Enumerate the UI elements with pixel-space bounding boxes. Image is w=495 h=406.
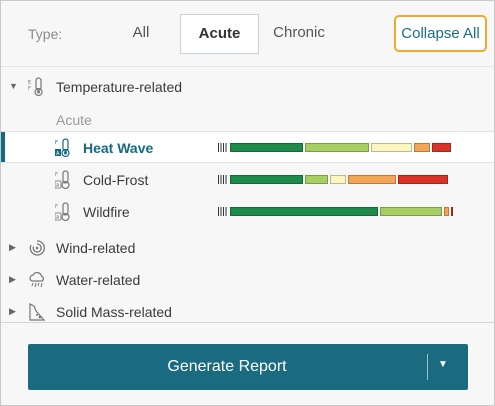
caret-right-icon[interactable]: ▶ xyxy=(9,242,16,252)
landslide-icon xyxy=(29,303,46,321)
svg-text:F: F xyxy=(55,204,58,210)
type-label: Type: xyxy=(28,26,63,42)
hazard-row-wildfire[interactable]: F A Wildfire xyxy=(1,196,494,228)
hazard-row-heat-wave[interactable]: F A Heat Wave xyxy=(1,131,494,163)
bar-ticks xyxy=(218,207,228,216)
hazard-label: Cold-Frost xyxy=(83,172,149,188)
bar-segment xyxy=(348,175,396,184)
type-filter-header: Type: All Acute Chronic Collapse All xyxy=(1,1,494,66)
risk-distribution-bar xyxy=(218,175,458,184)
category-label: Wind-related xyxy=(56,240,136,256)
caret-right-icon[interactable]: ▶ xyxy=(9,306,16,316)
category-solid-mass[interactable]: ▶ Solid Mass-related xyxy=(1,295,494,327)
category-water[interactable]: ▶ Water-related xyxy=(1,263,494,295)
bar-segment xyxy=(414,143,430,152)
bar-segment xyxy=(432,143,451,152)
footer: Generate Report ▼ xyxy=(1,322,494,405)
tab-acute[interactable]: Acute xyxy=(180,14,259,54)
bar-segment xyxy=(305,175,328,184)
generate-report-label: Generate Report xyxy=(167,358,287,375)
tab-all[interactable]: All xyxy=(132,24,150,41)
bar-ticks xyxy=(218,143,228,152)
cold-frost-icon: F A xyxy=(55,170,70,190)
selection-indicator xyxy=(1,132,5,162)
thermometer-icon: E F xyxy=(28,77,43,97)
svg-text:E: E xyxy=(28,80,31,86)
risk-distribution-bar xyxy=(218,143,458,152)
category-label: Water-related xyxy=(56,272,141,288)
svg-text:F: F xyxy=(55,140,58,146)
bar-segment xyxy=(371,143,412,152)
hazard-tree: ▼ E F Temperature-related Acute F A H xyxy=(1,66,494,322)
heat-wave-icon: F A xyxy=(55,138,70,158)
bar-segment xyxy=(305,143,369,152)
svg-text:F: F xyxy=(28,86,31,92)
bar-segment xyxy=(230,143,303,152)
rain-cloud-icon xyxy=(29,271,44,288)
category-label: Temperature-related xyxy=(56,79,183,95)
tab-chronic[interactable]: Chronic xyxy=(273,24,325,41)
bar-segment xyxy=(230,207,378,216)
bar-segments xyxy=(230,175,458,184)
button-divider xyxy=(427,354,428,380)
category-label: Solid Mass-related xyxy=(56,304,172,320)
bar-segment xyxy=(330,175,346,184)
collapse-all-button[interactable]: Collapse All xyxy=(394,15,487,52)
svg-text:A: A xyxy=(56,151,60,157)
hazard-label: Heat Wave xyxy=(83,140,154,156)
svg-text:A: A xyxy=(56,183,60,189)
bar-segment xyxy=(444,207,449,216)
svg-text:F: F xyxy=(55,172,58,178)
wind-icon xyxy=(29,240,45,256)
hazard-label: Wildfire xyxy=(83,204,130,220)
hazard-row-cold-frost[interactable]: F A Cold-Frost xyxy=(1,164,494,196)
svg-text:A: A xyxy=(56,215,60,221)
bar-segments xyxy=(230,207,458,216)
bar-segments xyxy=(230,143,458,152)
bar-segment xyxy=(230,175,303,184)
bar-ticks xyxy=(218,175,228,184)
bar-segment xyxy=(451,207,453,216)
bar-segment xyxy=(380,207,442,216)
category-wind[interactable]: ▶ Wind-related xyxy=(1,231,494,263)
wildfire-icon: F A xyxy=(55,202,70,222)
caret-down-icon[interactable]: ▼ xyxy=(9,81,18,91)
dropdown-arrow-icon[interactable]: ▼ xyxy=(438,359,448,370)
subgroup-label-acute: Acute xyxy=(56,112,92,128)
category-temperature[interactable]: ▼ E F Temperature-related xyxy=(1,70,494,102)
generate-report-button[interactable]: Generate Report ▼ xyxy=(28,344,468,390)
caret-right-icon[interactable]: ▶ xyxy=(9,274,16,284)
bar-segment xyxy=(398,175,448,184)
risk-distribution-bar xyxy=(218,207,458,216)
